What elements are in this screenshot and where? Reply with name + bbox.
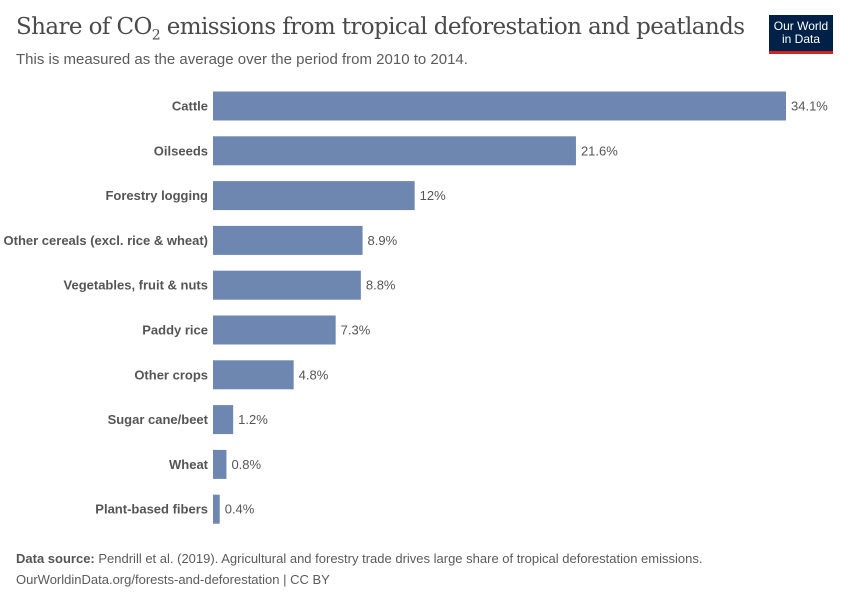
source-text: Pendrill et al. (2019). Agricultural and… xyxy=(94,551,703,566)
category-label: Paddy rice xyxy=(142,323,208,338)
logo-line-1: Our World xyxy=(773,19,829,33)
bar[interactable] xyxy=(213,136,576,166)
value-label: 21.6% xyxy=(581,143,618,158)
bar[interactable] xyxy=(213,315,336,345)
value-label: 0.4% xyxy=(225,502,255,517)
bar[interactable] xyxy=(213,494,220,524)
category-label: Plant-based fibers xyxy=(95,502,208,517)
value-label: 1.2% xyxy=(238,412,268,427)
bar[interactable] xyxy=(213,449,227,479)
value-label: 34.1% xyxy=(791,99,828,114)
footer: Data source: Pendrill et al. (2019). Agr… xyxy=(16,548,702,590)
category-label: Forestry logging xyxy=(105,188,208,203)
category-label: Wheat xyxy=(169,457,209,472)
category-label: Oilseeds xyxy=(154,143,208,158)
title-text: Share of CO xyxy=(16,14,152,40)
value-label: 8.9% xyxy=(368,233,398,248)
bar[interactable] xyxy=(213,270,361,300)
category-label: Sugar cane/beet xyxy=(108,412,209,427)
bar[interactable] xyxy=(213,405,234,435)
bar-chart: Cattle 34.1% Oilseeds 21.6% Forestry logging… xyxy=(4,91,828,524)
value-label: 8.8% xyxy=(366,278,396,293)
owid-logo[interactable]: Our World in Data xyxy=(769,15,833,54)
title-text-end: emissions from tropical deforestation an… xyxy=(160,14,745,40)
source-url[interactable]: OurWorldinData.org/forests-and-deforesta… xyxy=(16,572,330,587)
chart-title: Share of CO2 emissions from tropical def… xyxy=(16,14,745,44)
bar[interactable] xyxy=(213,91,786,121)
bar[interactable] xyxy=(213,181,415,211)
category-label: Other crops xyxy=(134,367,208,382)
source-label: Data source: xyxy=(16,551,95,566)
title-subscript: 2 xyxy=(151,27,161,44)
category-label: Other cereals (excl. rice & wheat) xyxy=(4,233,208,248)
value-label: 4.8% xyxy=(299,367,329,382)
chart-subtitle: This is measured as the average over the… xyxy=(16,51,468,68)
value-label: 0.8% xyxy=(231,457,261,472)
category-label: Cattle xyxy=(172,99,208,114)
category-label: Vegetables, fruit & nuts xyxy=(64,278,208,293)
bar[interactable] xyxy=(213,225,363,255)
value-label: 12% xyxy=(420,188,446,203)
bar[interactable] xyxy=(213,360,294,390)
logo-line-2: in Data xyxy=(781,32,821,46)
data-source: Data source: Pendrill et al. (2019). Agr… xyxy=(16,548,702,569)
value-label: 7.3% xyxy=(341,323,371,338)
